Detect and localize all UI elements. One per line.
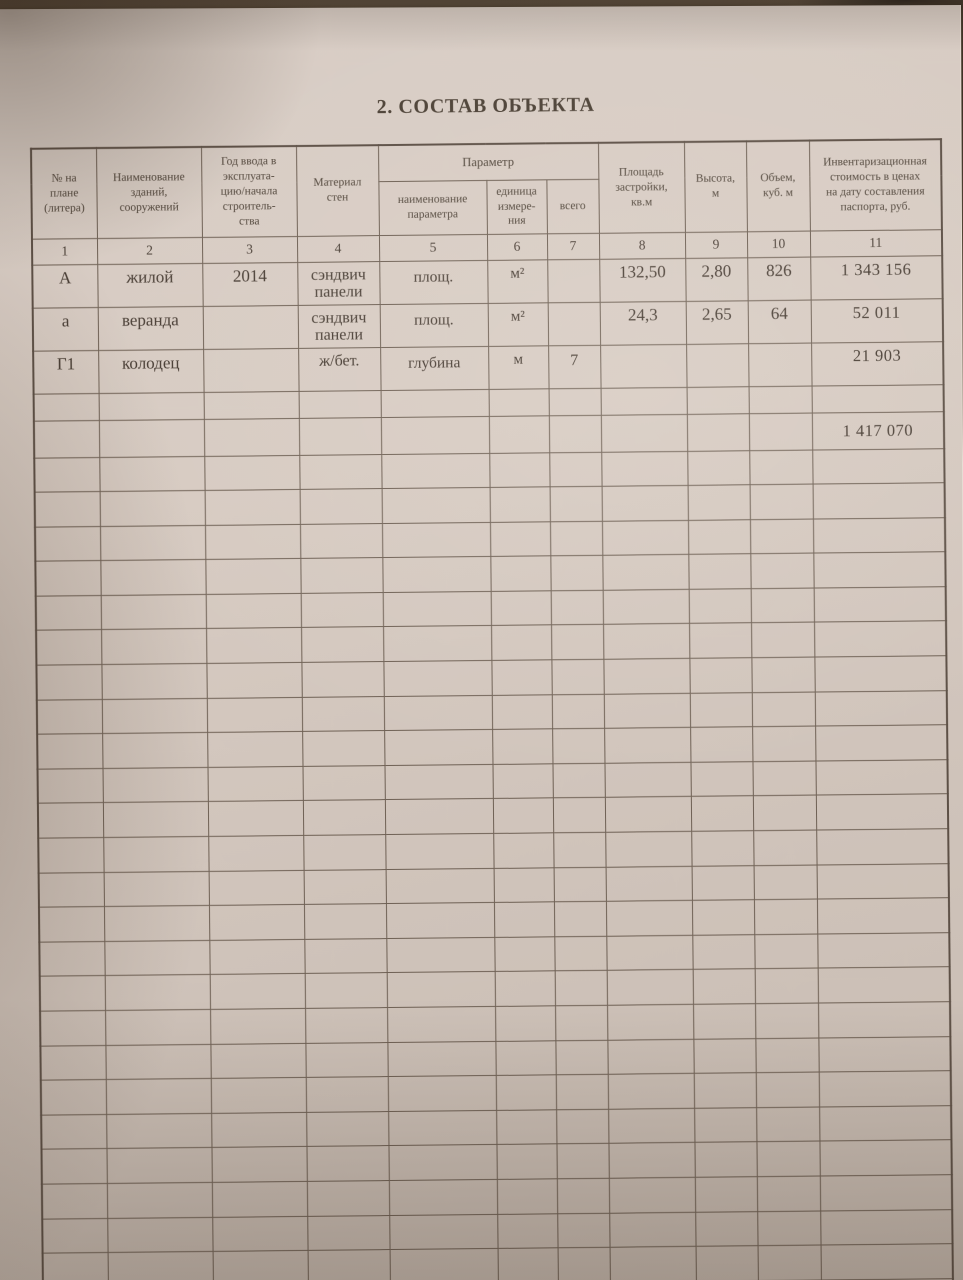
cell-parameter: глубина <box>380 345 489 391</box>
cell-material: ж/бет. <box>298 347 381 391</box>
cell-height: 2,80 <box>685 257 748 301</box>
cell-unit: м² <box>487 259 548 303</box>
cell-volume: 64 <box>747 299 812 344</box>
cell-area: 132,50 <box>599 257 686 302</box>
composition-table: № на плане (литера) Наименование зданий,… <box>30 138 955 1280</box>
column-number: 4 <box>296 235 380 262</box>
header-parameter-name: наименование параметра <box>378 179 487 236</box>
cell-area: 24,3 <box>599 300 687 345</box>
cell-volume: 826 <box>747 256 811 301</box>
column-number: 10 <box>746 230 811 258</box>
cell-area <box>600 343 687 388</box>
cell-height: 2,65 <box>685 300 749 344</box>
column-number: 1 <box>31 238 98 265</box>
header-building-name: Наименование зданий, сооружений <box>96 146 202 239</box>
column-number: 7 <box>546 232 600 260</box>
header-wall-material: Материал стен <box>296 145 379 236</box>
header-volume: Объем, куб. м <box>745 140 810 232</box>
cell-material: сэндвич панели <box>297 304 381 348</box>
header-parameter-group: Параметр <box>378 142 599 182</box>
column-number: 9 <box>684 231 748 258</box>
cell-name: колодец <box>98 348 204 394</box>
cell-year <box>202 304 299 349</box>
header-height: Высота, м <box>684 141 747 232</box>
column-number: 5 <box>378 233 488 262</box>
header-parameter-total: всего <box>546 178 599 234</box>
cell-name: жилой <box>97 262 203 308</box>
summary-value: 1 417 070 <box>811 411 945 450</box>
document-page: 2. СОСТАВ ОБЪЕКТА № на плане (литера) На… <box>0 5 963 1280</box>
cell-litera: А <box>32 264 98 308</box>
cell-value: 52 011 <box>810 298 944 343</box>
cell-year: 2014 <box>202 261 298 306</box>
cell-unit: м² <box>487 302 549 346</box>
table-header: № на плане (литера) Наименование зданий,… <box>31 139 943 265</box>
cell-total <box>547 301 601 346</box>
column-number: 11 <box>809 229 943 257</box>
cell-name: веранда <box>97 305 204 351</box>
cell-volume <box>748 342 812 387</box>
cell-material: сэндвич панели <box>297 261 380 305</box>
cell-unit: м <box>488 345 549 389</box>
header-parameter-unit: единица измере- ния <box>486 179 547 234</box>
column-number: 8 <box>598 231 686 259</box>
column-number: 6 <box>486 233 548 260</box>
cell-total <box>547 258 600 303</box>
cell-height <box>686 343 749 387</box>
column-number: 3 <box>201 235 298 263</box>
cell-value: 1 343 156 <box>810 255 943 300</box>
page-title: 2. СОСТАВ ОБЪЕКТА <box>376 93 595 119</box>
cell-litera: Г1 <box>33 350 99 394</box>
cell-year <box>203 347 299 392</box>
header-footprint-area: Площадь застройки, кв.м <box>598 141 685 233</box>
header-commissioning-year: Год ввода в эксплуата- цию/начала строит… <box>201 145 297 237</box>
header-inventory-value: Инвентаризационная стоимость в ценах на … <box>808 139 942 231</box>
table-body: А жилой 2014 сэндвич панели площ. м² 132… <box>32 255 954 1280</box>
column-number: 2 <box>96 236 203 265</box>
cell-parameter: площ. <box>379 259 488 305</box>
cell-value: 21 903 <box>811 341 944 386</box>
cell-parameter: площ. <box>379 302 489 348</box>
header-plan-number: № на плане (литера) <box>31 148 97 239</box>
cell-total: 7 <box>548 344 601 389</box>
cell-litera: а <box>32 307 99 351</box>
